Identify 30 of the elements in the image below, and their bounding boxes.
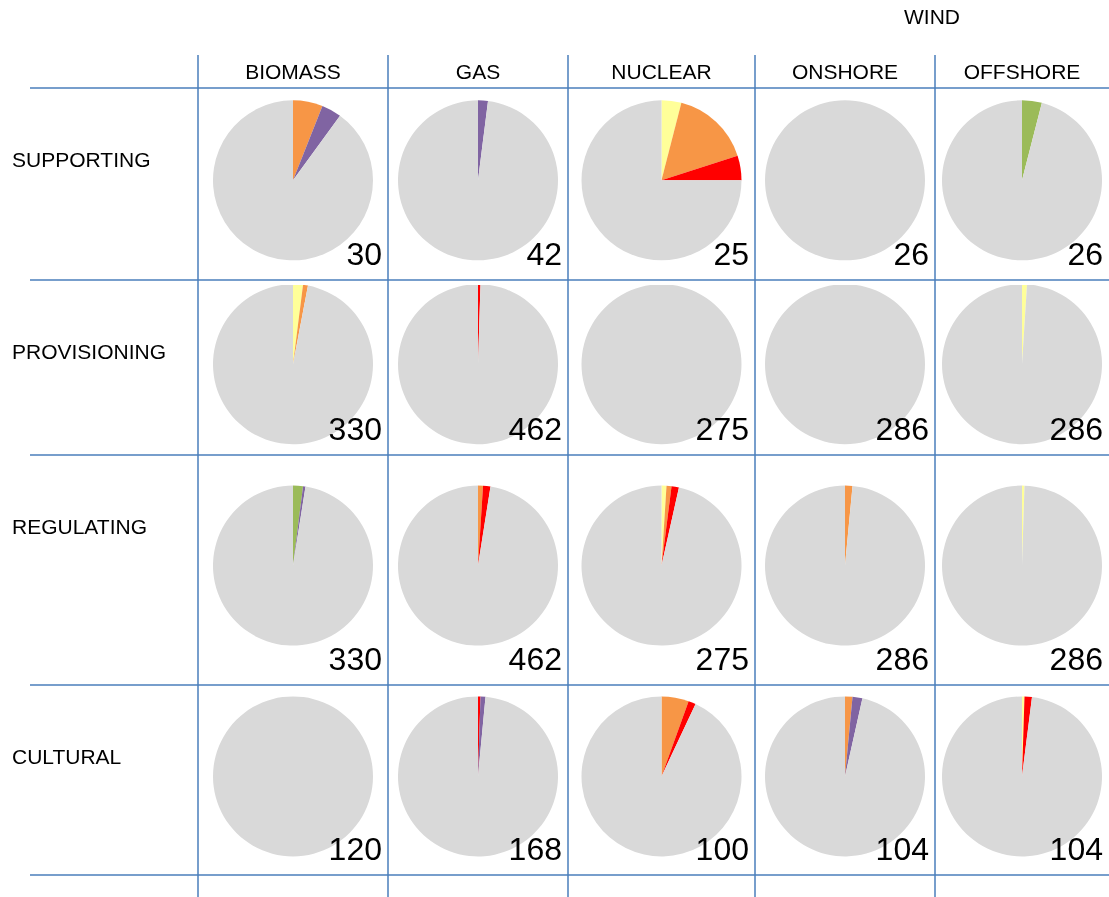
text: 120 — [328, 831, 382, 868]
text: 286 — [1049, 411, 1103, 448]
text: PROVISIONING — [12, 340, 167, 364]
text: 330 — [328, 411, 382, 448]
text: 26 — [893, 236, 929, 273]
text: 286 — [875, 411, 929, 448]
text: 104 — [875, 831, 929, 868]
text: WIND — [903, 5, 961, 29]
text: REGULATING — [12, 515, 147, 539]
text: 275 — [695, 641, 749, 678]
chart-title: BIOMASS — [244, 60, 342, 84]
text: 25 — [713, 236, 749, 273]
text: 286 — [1049, 641, 1103, 678]
text: 330 — [328, 641, 382, 678]
chart-title: GAS — [454, 60, 502, 84]
text: 100 — [695, 831, 749, 868]
chart-title: OFFSHORE — [962, 60, 1082, 84]
text: 42 — [526, 236, 562, 273]
text: 286 — [875, 641, 929, 678]
text: 26 — [1067, 236, 1103, 273]
text: CULTURAL — [12, 745, 122, 769]
text: 462 — [508, 641, 562, 678]
text: 462 — [508, 411, 562, 448]
chart-title: ONSHORE — [790, 60, 900, 84]
text: 30 — [346, 236, 382, 273]
text: 275 — [695, 411, 749, 448]
text: 104 — [1049, 831, 1103, 868]
chart-title: NUCLEAR — [610, 60, 713, 84]
text: SUPPORTING — [12, 148, 151, 172]
text: 168 — [508, 831, 562, 868]
